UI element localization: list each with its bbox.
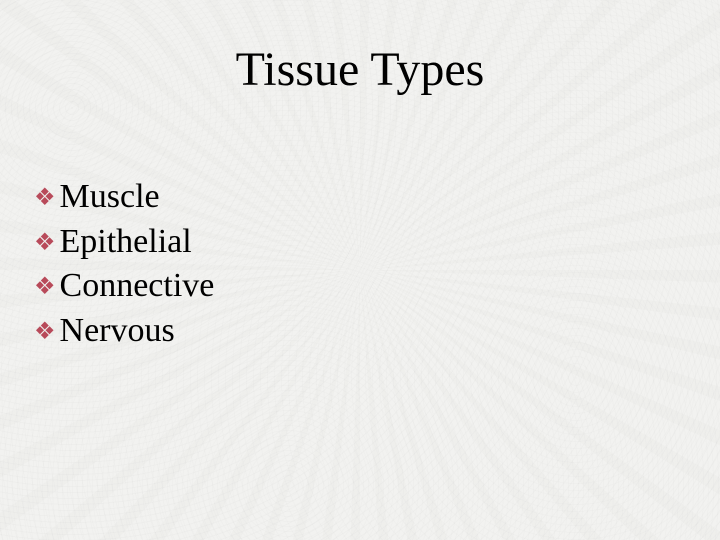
bullet-list: ❖ Muscle ❖ Epithelial ❖ Connective ❖ Ner… [34,176,214,354]
diamond-bullet-icon: ❖ [34,275,56,299]
list-item: ❖ Epithelial [34,221,214,264]
list-item: ❖ Nervous [34,310,214,353]
list-item-label: Muscle [60,176,160,219]
slide: Tissue Types ❖ Muscle ❖ Epithelial ❖ Con… [0,0,720,540]
list-item-label: Connective [60,265,215,308]
list-item: ❖ Muscle [34,176,214,219]
diamond-bullet-icon: ❖ [34,231,56,255]
list-item-label: Epithelial [60,221,192,264]
diamond-bullet-icon: ❖ [34,186,56,210]
slide-title: Tissue Types [0,42,720,97]
diamond-bullet-icon: ❖ [34,320,56,344]
list-item: ❖ Connective [34,265,214,308]
list-item-label: Nervous [60,310,175,353]
